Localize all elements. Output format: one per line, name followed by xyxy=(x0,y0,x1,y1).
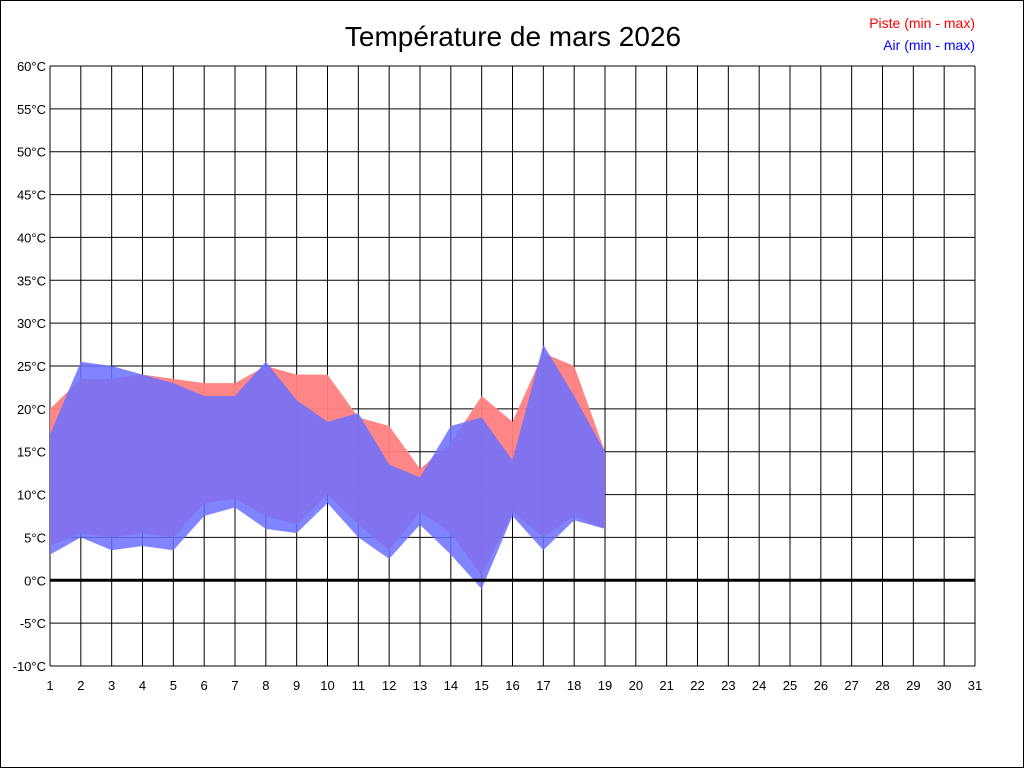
x-tick-label: 27 xyxy=(844,678,858,693)
y-tick-label: 10°C xyxy=(17,488,46,503)
x-axis-ticks: 1 2 3 4 5 6 7 8 9 10 11 12 13 14 15 16 17 18 19 20 21 22 23 24 2… xyxy=(46,678,982,693)
x-tick-label: 26 xyxy=(814,678,828,693)
x-tick-label: 1 xyxy=(46,678,53,693)
x-tick-label: 19 xyxy=(598,678,612,693)
grid xyxy=(49,65,976,667)
y-tick-label: 50°C xyxy=(17,145,46,160)
x-tick-label: 12 xyxy=(382,678,396,693)
y-tick-label: 20°C xyxy=(17,402,46,417)
y-tick-label: 35°C xyxy=(17,273,46,288)
x-tick-label: 8 xyxy=(262,678,269,693)
x-tick-label: 9 xyxy=(293,678,300,693)
x-tick-label: 15 xyxy=(474,678,488,693)
legend-air: Air (min - max) xyxy=(883,37,975,53)
y-tick-label: 60°C xyxy=(17,59,46,74)
series-area-air xyxy=(50,344,605,589)
y-tick-label: 15°C xyxy=(17,445,46,460)
x-tick-label: 10 xyxy=(320,678,334,693)
x-tick-label: 17 xyxy=(536,678,550,693)
x-tick-label: 14 xyxy=(444,678,458,693)
x-tick-label: 5 xyxy=(170,678,177,693)
chart-title: Température de mars 2026 xyxy=(345,21,681,52)
x-tick-label: 24 xyxy=(752,678,766,693)
x-tick-label: 3 xyxy=(108,678,115,693)
x-tick-label: 29 xyxy=(906,678,920,693)
x-tick-label: 23 xyxy=(721,678,735,693)
x-tick-label: 28 xyxy=(875,678,889,693)
legend-piste: Piste (min - max) xyxy=(869,15,975,31)
x-tick-label: 31 xyxy=(968,678,982,693)
y-tick-label: 45°C xyxy=(17,188,46,203)
x-tick-label: 6 xyxy=(201,678,208,693)
x-tick-label: 21 xyxy=(659,678,673,693)
x-tick-label: 7 xyxy=(231,678,238,693)
y-tick-label: 25°C xyxy=(17,359,46,374)
x-tick-label: 20 xyxy=(629,678,643,693)
x-tick-label: 4 xyxy=(139,678,146,693)
series-areas xyxy=(50,344,605,589)
x-tick-label: 22 xyxy=(690,678,704,693)
y-axis-ticks: 60°C 55°C 50°C 45°C 40°C 35°C 30°C 25°C 20°C 15°C… xyxy=(13,59,46,674)
y-tick-label: 30°C xyxy=(17,316,46,331)
y-tick-label: 5°C xyxy=(24,530,46,545)
x-tick-label: 11 xyxy=(352,678,366,693)
y-tick-label: 55°C xyxy=(17,102,46,117)
x-tick-label: 30 xyxy=(937,678,951,693)
y-tick-label: 0°C xyxy=(24,573,46,588)
y-tick-label: -5°C xyxy=(20,616,46,631)
x-tick-label: 2 xyxy=(77,678,84,693)
x-tick-label: 18 xyxy=(567,678,581,693)
x-tick-label: 13 xyxy=(413,678,427,693)
x-tick-label: 16 xyxy=(505,678,519,693)
y-tick-label: 40°C xyxy=(17,230,46,245)
x-tick-label: 25 xyxy=(783,678,797,693)
y-tick-label: -10°C xyxy=(13,659,46,674)
